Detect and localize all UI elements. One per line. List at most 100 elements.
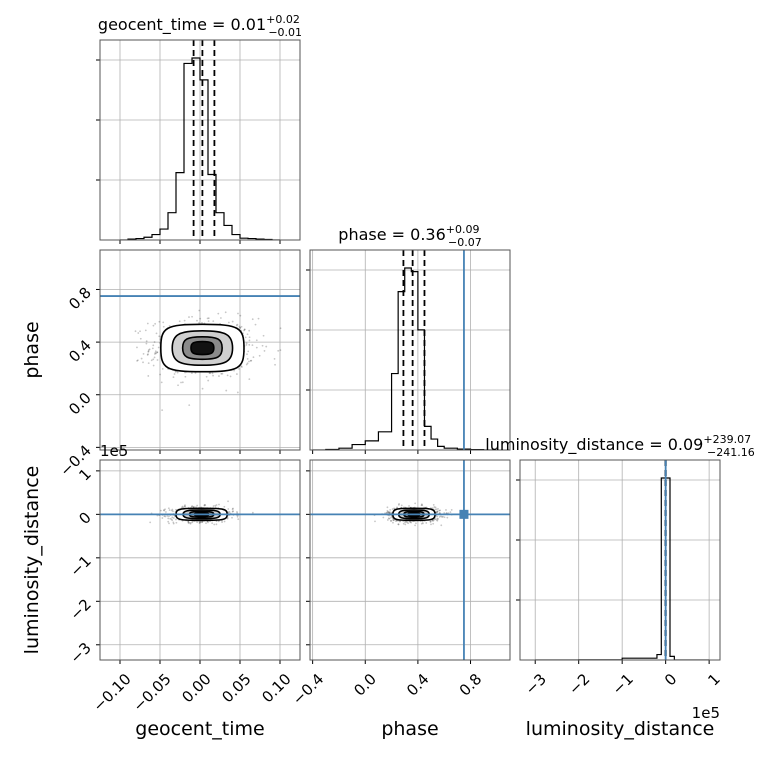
scatter-point xyxy=(152,347,154,349)
scatter-point xyxy=(237,516,239,518)
hist-title-luminosity_distance: luminosity_distance = 0.09+239.07−241.16 xyxy=(485,433,754,459)
title-minus: −0.01 xyxy=(268,26,302,39)
scatter-point xyxy=(265,346,267,348)
title-minus: −241.16 xyxy=(707,446,755,459)
scatter-point xyxy=(263,335,265,337)
hist-title-geocent_time: geocent_time = 0.01+0.02−0.01 xyxy=(98,13,302,39)
scatter-point xyxy=(446,517,448,519)
scatter-point xyxy=(147,323,149,325)
scatter-point xyxy=(274,358,276,360)
tick-label-y: 0 xyxy=(75,508,94,527)
tick-label-y: −1 xyxy=(66,552,94,580)
tick-label-y: 0.0 xyxy=(65,389,95,419)
scatter-point xyxy=(212,320,214,322)
scatter-point xyxy=(422,522,424,524)
scatter-point xyxy=(209,372,211,374)
scatter-point xyxy=(158,347,160,349)
scatter-point xyxy=(193,506,195,508)
scatter-point xyxy=(433,506,435,508)
scatter-point xyxy=(387,519,389,521)
scatter-point xyxy=(160,510,162,512)
scatter-point xyxy=(396,506,398,508)
scatter-point xyxy=(152,344,154,346)
scatter-point xyxy=(175,519,177,521)
panel-bg xyxy=(310,460,510,660)
scatter-point xyxy=(232,508,234,510)
scatter-point xyxy=(213,505,215,507)
title-main: luminosity_distance = 0.09 xyxy=(485,435,703,455)
scatter-point xyxy=(171,509,173,511)
scatter-point xyxy=(188,522,190,524)
scatter-point xyxy=(199,522,201,524)
scatter-point xyxy=(152,358,154,360)
scatter-point xyxy=(228,512,230,514)
tick-label-x: 0.05 xyxy=(218,670,254,706)
scatter-point xyxy=(173,376,175,378)
scatter-point xyxy=(154,352,156,354)
scatter-point xyxy=(444,516,446,518)
scatter-point xyxy=(399,521,401,523)
scatter-point xyxy=(213,524,215,526)
axis-label-y-luminosity_distance: luminosity_distance xyxy=(21,466,43,655)
scatter-point xyxy=(141,358,143,360)
scatter-point xyxy=(151,359,153,361)
scatter-point xyxy=(199,318,201,320)
scatter-point xyxy=(439,516,441,518)
offset-text-y-luminosity_distance: 1e5 xyxy=(100,442,128,460)
scatter-point xyxy=(258,318,260,320)
scatter-point xyxy=(249,340,251,342)
scatter-point xyxy=(390,520,392,522)
scatter-point xyxy=(393,508,395,510)
scatter-point xyxy=(230,376,232,378)
axis-label-x-phase: phase xyxy=(381,718,438,740)
scatter-point xyxy=(442,516,444,518)
scatter-point xyxy=(445,509,447,511)
scatter-point xyxy=(237,518,239,520)
scatter-point xyxy=(236,324,238,326)
scatter-point xyxy=(156,351,158,353)
scatter-point xyxy=(398,503,400,505)
scatter-point xyxy=(415,522,417,524)
contour-level-4 xyxy=(191,342,214,355)
scatter-point xyxy=(145,330,147,332)
scatter-point xyxy=(414,524,416,526)
axis-label-x-luminosity_distance: luminosity_distance xyxy=(526,718,715,740)
scatter-point xyxy=(437,508,439,510)
scatter-point xyxy=(252,318,254,320)
scatter-point xyxy=(227,518,229,520)
tick-label-x: 0.00 xyxy=(178,670,214,706)
scatter-point xyxy=(208,320,210,322)
scatter-point xyxy=(174,373,176,375)
scatter-point xyxy=(173,523,175,525)
scatter-point xyxy=(397,523,399,525)
scatter-point xyxy=(161,517,163,519)
scatter-point xyxy=(153,365,155,367)
scatter-point xyxy=(390,517,392,519)
hist-panel-geocent_time: geocent_time = 0.01+0.02−0.01 xyxy=(96,13,302,244)
scatter-point xyxy=(173,517,175,519)
scatter-point xyxy=(232,321,234,323)
title-minus: −0.07 xyxy=(448,236,482,249)
scatter-point xyxy=(221,521,223,523)
tick-label-y: 1 xyxy=(75,465,94,484)
scatter-point xyxy=(246,342,248,344)
scatter-point xyxy=(387,506,389,508)
scatter-point xyxy=(158,335,160,337)
scatter-point xyxy=(220,317,222,319)
scatter-point xyxy=(149,348,151,350)
panel-geocent_time-phase: −0.40.00.40.8 xyxy=(56,250,300,480)
scatter-point xyxy=(184,376,186,378)
tick-label-y: −2 xyxy=(66,595,94,623)
scatter-point xyxy=(191,316,193,318)
scatter-point xyxy=(250,360,252,362)
scatter-point xyxy=(211,522,213,524)
scatter-point xyxy=(389,509,391,511)
scatter-point xyxy=(140,338,142,340)
scatter-point xyxy=(217,313,219,315)
scatter-point xyxy=(280,327,282,329)
title-main: phase = 0.36 xyxy=(338,225,445,244)
scatter-point xyxy=(421,504,423,506)
scatter-point xyxy=(238,325,240,327)
scatter-point xyxy=(162,368,164,370)
